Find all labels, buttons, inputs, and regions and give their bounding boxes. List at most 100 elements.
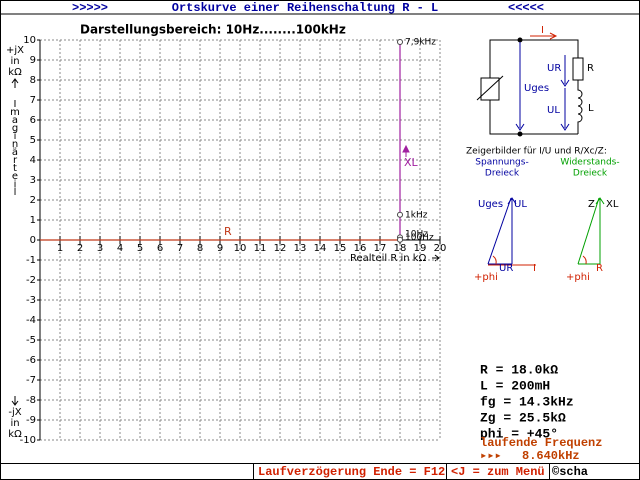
y-tick-label: -10 (20, 435, 36, 446)
x-tick-label: 5 (137, 243, 143, 254)
y-tick-label: 6 (30, 115, 36, 126)
vector-label: Z (588, 199, 595, 210)
y-axis-title-letter: m (10, 107, 20, 118)
z-vector (577, 197, 600, 265)
y-axis-label: in (10, 418, 19, 429)
axis-arrow (11, 78, 19, 88)
vector-label: +phi (566, 272, 590, 283)
y-tick-label: 8 (30, 75, 36, 86)
wire (489, 39, 520, 78)
series-label: R (224, 225, 232, 238)
x-tick-label: 4 (117, 243, 123, 254)
y-tick-label: 7 (30, 95, 36, 106)
y-tick-label: 9 (30, 55, 36, 66)
menu-key[interactable]: <J = zum Menü (451, 465, 545, 479)
wire (489, 100, 578, 135)
running-value: 8.640kHz (522, 449, 580, 463)
running-label: laufende Frequenz (480, 436, 602, 450)
x-tick-label: 14 (314, 243, 327, 254)
x-tick-label: 3 (97, 243, 103, 254)
copyright: ©scha (552, 465, 588, 479)
y-axis-label: in (10, 56, 19, 67)
x-tick-label: 9 (217, 243, 223, 254)
locus-point (397, 39, 403, 45)
resistance-title: Dreieck (573, 169, 608, 179)
vector-label: UL (514, 199, 527, 210)
y-tick-label: 5 (30, 135, 36, 146)
y-axis-label: kΩ (8, 429, 22, 440)
voltage-title: Dreieck (485, 169, 520, 179)
y-tick-label: -5 (26, 335, 36, 346)
y-tick-label: -6 (26, 355, 36, 366)
x-tick-label: 18 (394, 243, 407, 254)
voltage-triangle (487, 197, 536, 266)
y-axis-label: kΩ (8, 67, 22, 78)
result: Zg = 25.5kΩ (480, 410, 566, 425)
x-tick-label: 1 (57, 243, 63, 254)
y-axis-title-letter: e (12, 171, 18, 182)
y-axis-title-letter: g (12, 123, 18, 134)
vector-label: UR (499, 263, 513, 274)
x-axis-label: Realteil R in kΩ (350, 253, 427, 264)
x-tick-label: 8 (197, 243, 203, 254)
y-axis-title-letter: r (13, 155, 18, 166)
source (480, 77, 500, 101)
circuit-label: I (541, 25, 544, 36)
circuit-label: L (588, 103, 594, 114)
f12-key[interactable]: Laufverzögerung Ende = F12 (258, 465, 445, 479)
y-axis-title-letter: ä (12, 147, 18, 158)
phi-arc (582, 255, 587, 265)
resistance-title: Widerstands- (560, 158, 619, 168)
y-tick-label: -9 (26, 415, 36, 426)
circuit-label: UL (547, 105, 560, 116)
header-title: Ortskurve einer Reihenschaltung R - L (172, 1, 438, 15)
x-tick-label: 19 (414, 243, 427, 254)
x-tick-label: 16 (354, 243, 367, 254)
arrowhead (507, 197, 517, 205)
result: L = 200mH (480, 378, 550, 393)
vector-label: XL (606, 199, 619, 210)
vector-label: I (533, 263, 536, 274)
x-tick-label: 6 (157, 243, 163, 254)
series-label: XL (404, 156, 419, 169)
x-tick-label: 7 (177, 243, 183, 254)
y-axis-label: +jX (6, 45, 24, 56)
locus-label: 7,9kHz (405, 38, 436, 48)
x-tick-label: 10 (234, 243, 247, 254)
phasor-title: Zeigerbilder für I/U und R/Xc/Z: (466, 147, 607, 157)
y-axis-title-letter: i (14, 179, 17, 190)
y-tick-label: -4 (26, 315, 36, 326)
running-marker: ▸▸▸ (480, 449, 502, 463)
vector-label: Uges (478, 199, 503, 210)
inductor (577, 80, 583, 134)
xl-arrow (402, 144, 410, 157)
axis-arrow (11, 396, 19, 406)
resistance-triangle (577, 197, 605, 265)
y-tick-label: -3 (26, 295, 36, 306)
y-tick-label: 4 (30, 155, 36, 166)
chart-title: Darstellungsbereich: 10Hz........100kHz (80, 23, 346, 37)
circuit-label: R (587, 63, 594, 74)
arrowheads (515, 79, 570, 131)
wire (520, 39, 579, 58)
source-arrow (476, 75, 504, 101)
y-tick-label: -7 (26, 375, 36, 386)
circuit-label: UR (547, 63, 561, 74)
y-tick-label: 3 (30, 175, 36, 186)
voltage-title: Spannungs- (475, 158, 528, 168)
header-left: >>>>> (72, 1, 108, 15)
locus-point (397, 236, 403, 243)
result: fg = 14.3kHz (480, 394, 574, 409)
vector-label: +phi (474, 272, 498, 283)
x-tick-label: 2 (77, 243, 83, 254)
locus-label: 1kHz (405, 210, 428, 220)
phi-arc (492, 255, 497, 265)
x-tick-label: 11 (254, 243, 267, 254)
y-tick-label: -2 (26, 275, 36, 286)
node (517, 131, 523, 137)
circuit (476, 32, 584, 137)
y-tick-label: -8 (26, 395, 36, 406)
x-tick-label: 17 (374, 243, 387, 254)
y-axis-title-letter: a (12, 115, 18, 126)
